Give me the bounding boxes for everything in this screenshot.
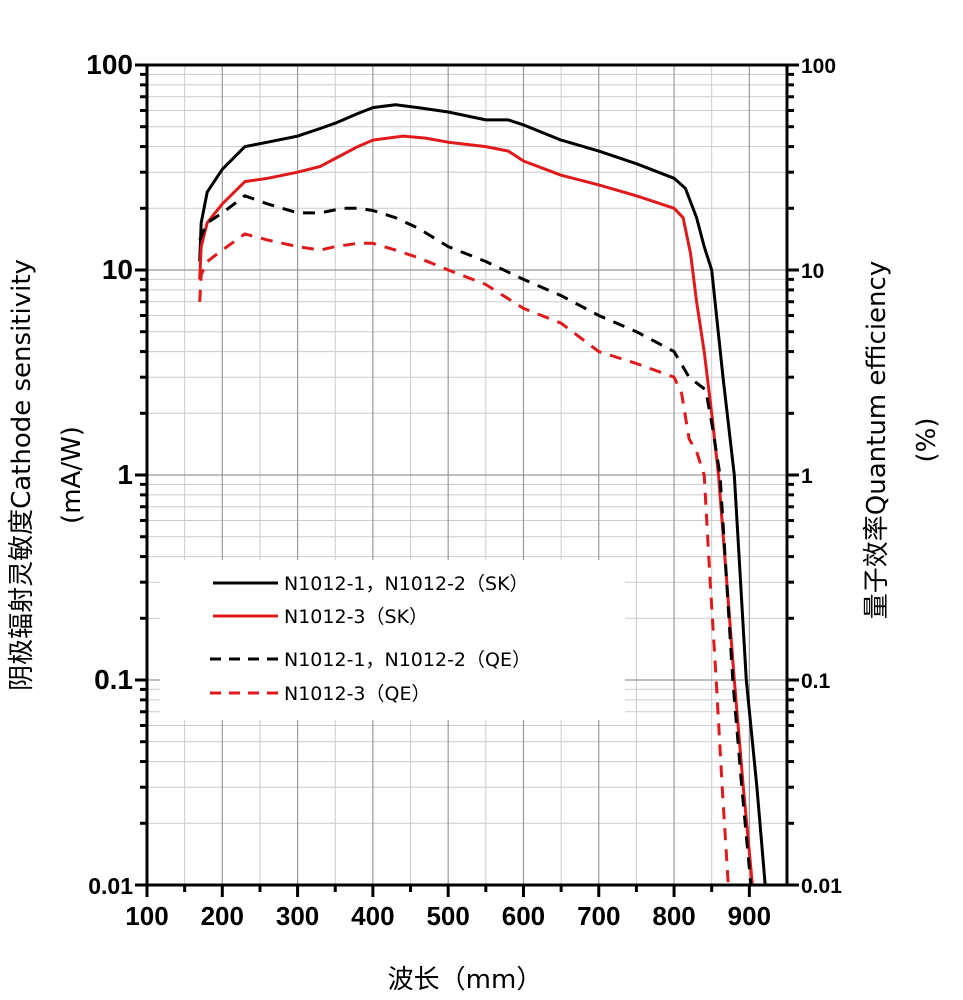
series-layer — [198, 103, 767, 886]
y-left-axis-unit: (mA/W) — [57, 426, 87, 524]
y-right-tick-label: 10 — [801, 260, 824, 283]
x-tick-label: 300 — [276, 901, 319, 931]
y-left-tick-label: 0.1 — [94, 664, 133, 695]
legend-label-0: N1012-1，N1012-2（SK） — [284, 573, 529, 595]
x-tick-label: 200 — [201, 901, 244, 931]
y-left-tick-label: 100 — [86, 49, 133, 80]
series-line-0 — [198, 103, 767, 886]
x-tick-label: 100 — [125, 901, 168, 931]
x-tick-label: 500 — [426, 901, 469, 931]
legend-label-3: N1012-3（QE） — [284, 683, 430, 705]
x-tick-labels: 100 200 300 400 500 600 700 800 900 — [125, 901, 771, 931]
y-right-axis-label: 量子效率Quantum efficiency — [862, 261, 892, 619]
legend-label-1: N1012-3（SK） — [284, 606, 428, 628]
x-tick-label: 800 — [652, 901, 695, 931]
y-right-axis-unit: (%) — [912, 418, 942, 463]
x-tick-label: 700 — [577, 901, 620, 931]
y-left-tick-label: 1 — [117, 459, 133, 490]
grid-major — [147, 65, 787, 885]
y-left-axis-label: 阴极辐射灵敏度Cathode sensitivity — [7, 259, 37, 691]
y-right-tick-labels: 100 10 1 0.1 0.01 — [801, 55, 842, 898]
y-left-tick-labels: 100 10 1 0.1 0.01 — [86, 49, 133, 899]
y-right-tick-label: 0.1 — [801, 670, 831, 693]
axes — [135, 63, 799, 897]
y-left-tick-label: 10 — [102, 254, 133, 285]
series-line-1 — [198, 134, 754, 886]
x-tick-label: 600 — [502, 901, 545, 931]
y-right-tick-label: 0.01 — [801, 875, 842, 898]
series-line-3 — [198, 232, 730, 886]
y-right-tick-label: 1 — [801, 465, 813, 488]
x-axis-label: 波长（mm） — [388, 965, 543, 995]
x-tick-label: 900 — [728, 901, 771, 931]
y-left-tick-label: 0.01 — [88, 873, 133, 899]
x-tick-label: 400 — [351, 901, 394, 931]
legend: N1012-1，N1012-2（SK） N1012-3（SK） N1012-1，… — [160, 560, 625, 720]
y-right-tick-label: 100 — [801, 55, 836, 78]
legend-label-2: N1012-1，N1012-2（QE） — [284, 649, 531, 671]
series-line-2 — [198, 194, 753, 886]
